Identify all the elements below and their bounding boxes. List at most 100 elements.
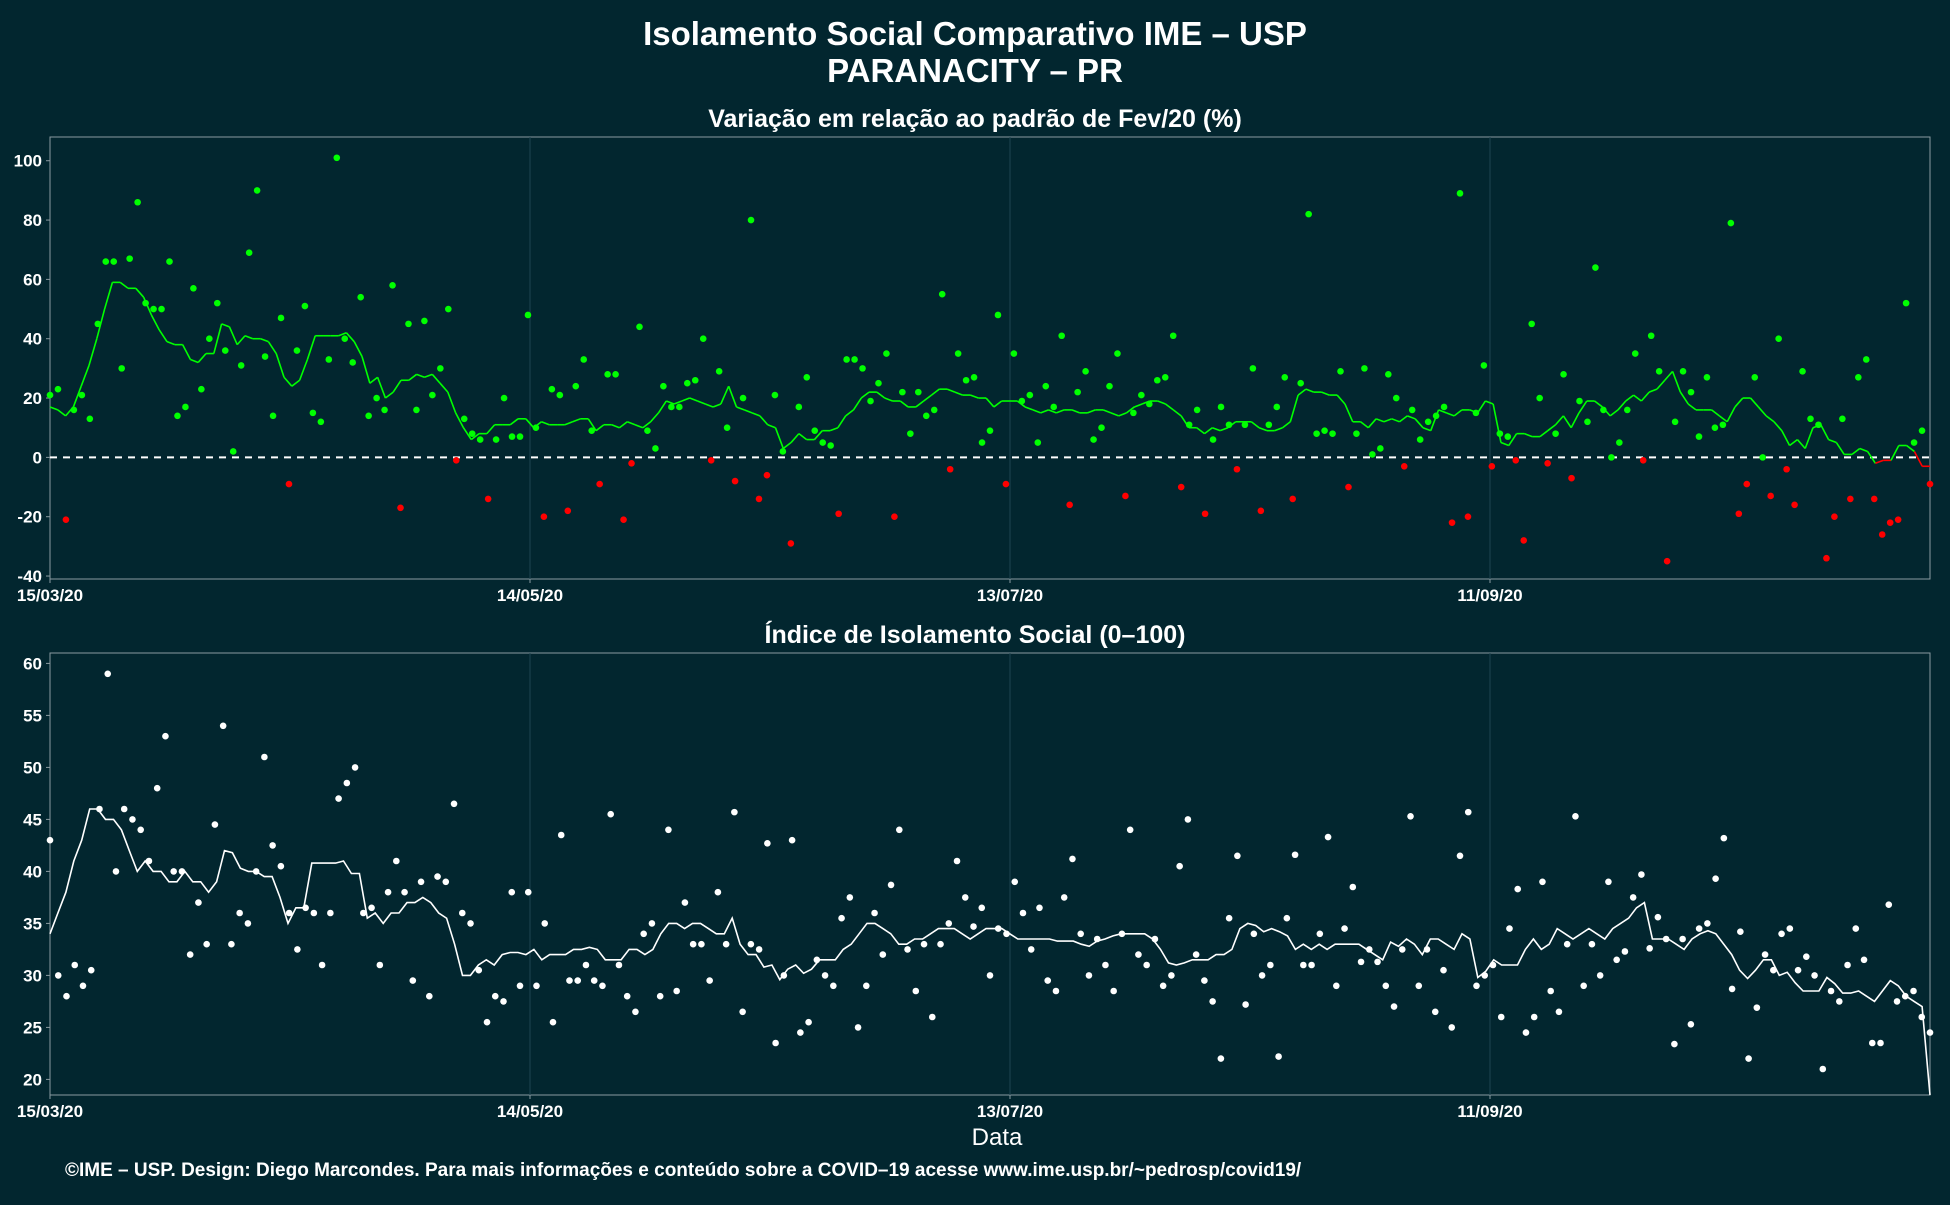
daily-point	[668, 403, 675, 411]
daily-point	[1036, 904, 1043, 912]
daily-point	[1106, 382, 1113, 390]
daily-point	[79, 982, 87, 990]
trend-line-segment	[1212, 426, 1221, 432]
daily-point	[1002, 480, 1010, 488]
daily-point	[434, 873, 441, 880]
daily-point	[887, 881, 895, 889]
daily-point	[676, 403, 683, 411]
daily-point	[821, 972, 829, 979]
daily-point	[458, 909, 466, 917]
plot-frame	[49, 652, 1931, 1096]
trend-line-segment	[236, 335, 246, 346]
daily-point	[819, 439, 827, 446]
daily-point	[1605, 878, 1612, 886]
trend-line-segment	[486, 424, 496, 435]
trend-line-segment	[712, 403, 722, 408]
daily-point	[413, 406, 420, 414]
daily-point	[747, 216, 755, 224]
daily-point	[938, 290, 946, 298]
daily-point	[63, 992, 70, 1000]
daily-point	[252, 868, 260, 875]
trend-line-segment	[1820, 424, 1830, 440]
daily-point	[681, 899, 689, 906]
daily-point	[1027, 946, 1035, 953]
trend-line-segment	[525, 418, 535, 429]
trend-line-segment	[135, 287, 145, 298]
daily-point	[1687, 388, 1695, 396]
trend-line-segment	[1282, 421, 1291, 429]
trend-line-segment	[1711, 409, 1720, 417]
trend-line-segment	[1570, 412, 1580, 429]
daily-point	[508, 888, 516, 896]
x-tick-label: 14/05/20	[497, 1102, 563, 1121]
daily-point	[102, 258, 110, 265]
daily-point	[1600, 406, 1607, 414]
daily-point	[317, 418, 325, 426]
daily-point	[1528, 320, 1535, 328]
daily-point	[994, 925, 1002, 932]
daily-point	[170, 868, 177, 875]
daily-point	[1161, 373, 1169, 381]
daily-point	[1847, 495, 1854, 503]
trend-line-segment	[57, 409, 67, 417]
daily-point	[556, 391, 564, 399]
trend-line-segment	[1671, 371, 1682, 393]
trend-line-segment	[470, 433, 480, 441]
trend-line-segment	[283, 376, 293, 387]
y-tick-label: 40	[23, 862, 42, 881]
daily-point	[1902, 299, 1910, 307]
trend-line-segment	[1485, 400, 1494, 405]
daily-point	[772, 1039, 779, 1047]
trend-line-segment	[1305, 388, 1315, 393]
daily-point	[1424, 418, 1432, 426]
daily-point	[261, 753, 268, 761]
daily-point	[1042, 382, 1050, 390]
daily-point	[1728, 985, 1736, 993]
trend-line-segment	[852, 397, 862, 411]
trend-line-segment	[1219, 426, 1229, 432]
daily-point	[962, 376, 970, 384]
daily-point	[221, 347, 229, 354]
daily-point	[1885, 901, 1893, 908]
daily-point	[1481, 972, 1489, 979]
trend-line-segment	[88, 338, 98, 366]
daily-point	[1010, 350, 1018, 357]
daily-point	[1077, 930, 1085, 938]
daily-point	[1671, 1040, 1678, 1048]
daily-point	[673, 987, 680, 995]
trend-line-segment	[49, 406, 59, 411]
daily-point	[1592, 264, 1599, 271]
daily-point	[182, 403, 189, 411]
daily-point	[1275, 1053, 1282, 1060]
daily-point	[1217, 403, 1225, 411]
daily-point	[1159, 982, 1167, 990]
trend-line-segment	[1656, 379, 1666, 390]
daily-point	[1629, 894, 1637, 901]
daily-point	[1639, 457, 1647, 464]
daily-point	[1737, 928, 1744, 936]
daily-point	[421, 317, 428, 325]
daily-point	[1281, 373, 1289, 381]
trend-line-segment	[1336, 394, 1346, 405]
trend-line-segment	[338, 332, 347, 337]
daily-point	[1596, 972, 1604, 979]
daily-point	[928, 1013, 936, 1021]
daily-point	[1751, 373, 1759, 381]
daily-point	[1473, 982, 1480, 990]
daily-point	[755, 495, 763, 503]
daily-point	[1082, 368, 1089, 375]
daily-point	[1135, 951, 1142, 958]
daily-point	[1506, 925, 1513, 932]
daily-point	[1267, 961, 1274, 969]
daily-point	[110, 258, 118, 265]
daily-point	[1878, 531, 1886, 538]
trend-line-segment	[1875, 459, 1884, 465]
daily-point	[838, 914, 845, 922]
daily-point	[1654, 913, 1662, 921]
daily-point	[895, 826, 903, 834]
trend-line-segment	[665, 400, 675, 405]
trend-line-segment	[1562, 415, 1572, 429]
daily-point	[1321, 427, 1328, 434]
daily-point	[1770, 966, 1777, 974]
trend-line-segment	[1087, 409, 1096, 414]
